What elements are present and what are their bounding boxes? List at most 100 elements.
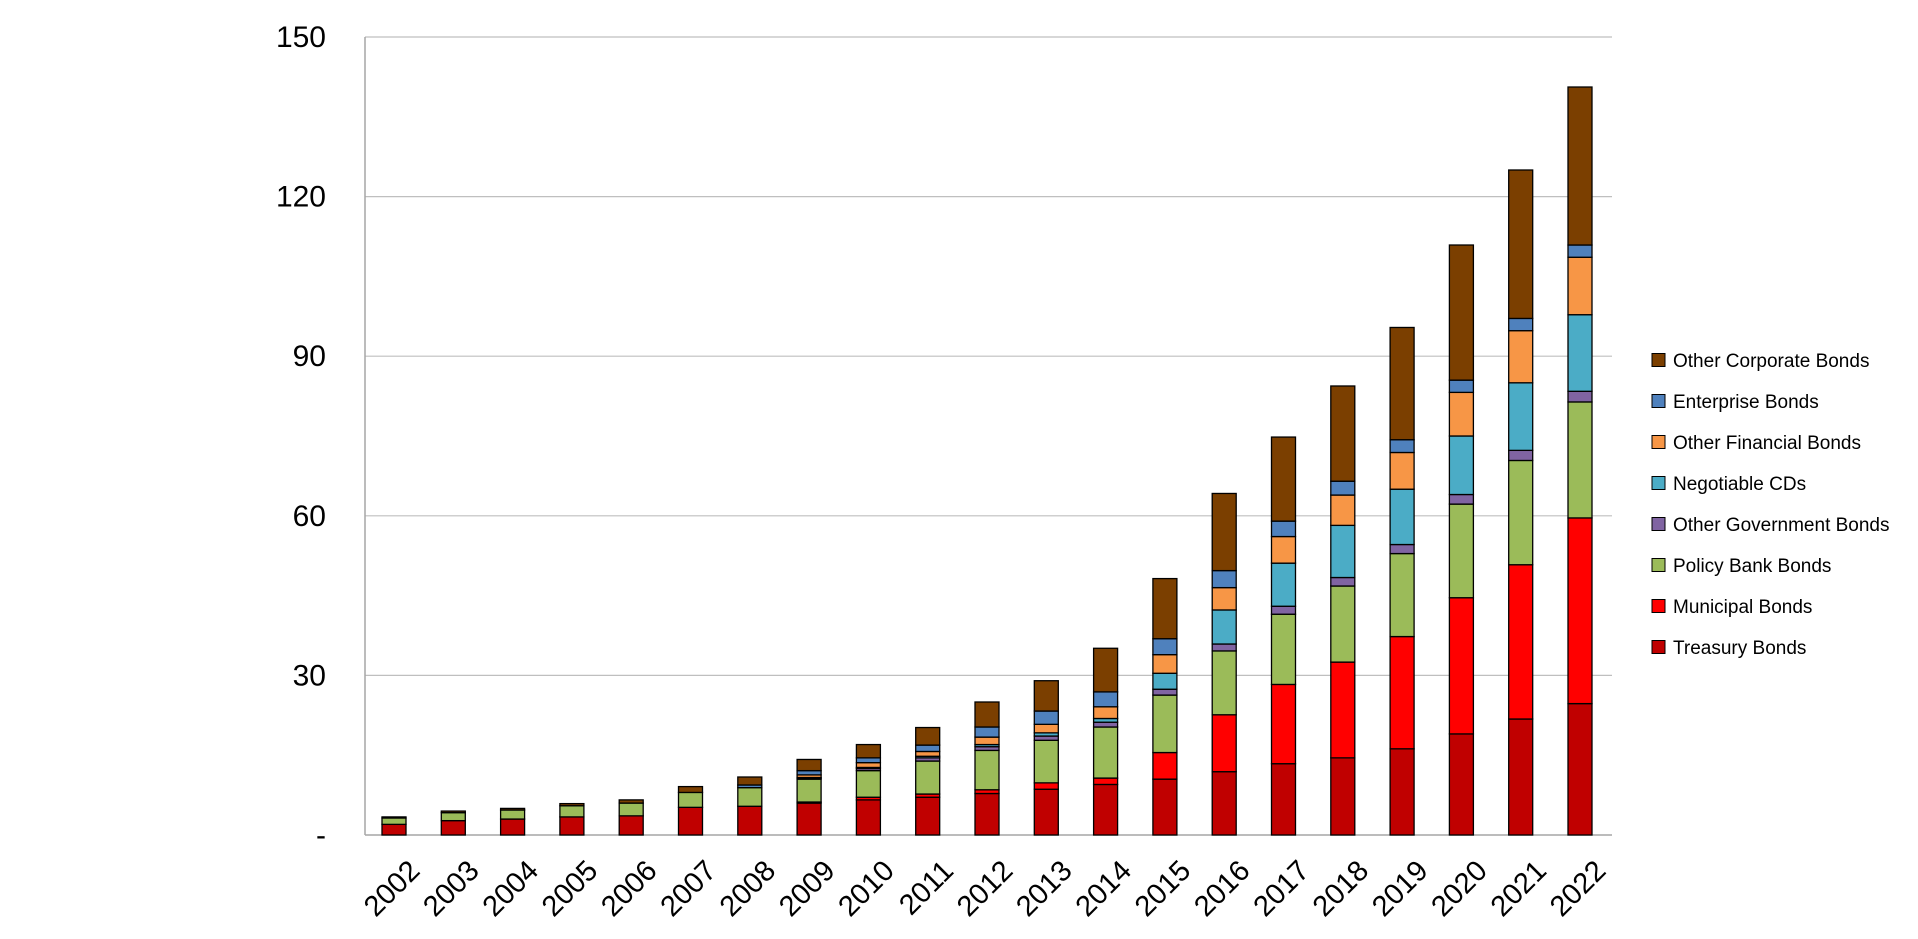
legend-item: Negotiable CDs xyxy=(1651,474,1806,495)
bar-segment xyxy=(499,809,526,820)
bar-segment xyxy=(559,805,585,818)
x-tick-label: 2021 xyxy=(1485,855,1553,923)
x-tick-label: 2020 xyxy=(1425,855,1493,923)
bar-segment xyxy=(1330,480,1356,496)
x-tick-label: 2002 xyxy=(358,855,426,923)
bar-segment xyxy=(915,750,941,757)
bar-segment xyxy=(1211,771,1237,836)
bar-segment xyxy=(1211,643,1237,652)
bar-segment xyxy=(1211,714,1237,773)
bar-segment xyxy=(677,806,704,836)
legend-item: Municipal Bonds xyxy=(1651,597,1812,618)
bar-segment xyxy=(796,758,822,772)
bar-segment xyxy=(1389,451,1415,490)
y-tick-label: 60 xyxy=(293,500,326,533)
bar-segment xyxy=(974,701,1000,728)
legend-swatch xyxy=(1651,558,1666,572)
bar-segment xyxy=(1270,520,1297,538)
x-tick-label: 2009 xyxy=(773,855,841,923)
bar-segment xyxy=(1448,244,1475,381)
bar-segment xyxy=(915,744,941,753)
bar-segment xyxy=(1033,723,1059,734)
legend-item: Policy Bank Bonds xyxy=(1651,556,1831,577)
bar-segment xyxy=(1567,702,1593,836)
bar-segment xyxy=(737,805,763,836)
x-tick-label: 2022 xyxy=(1544,855,1612,923)
y-tick-labels: - 30 60 90 120 150 xyxy=(276,21,326,852)
bar-segment xyxy=(1389,748,1415,836)
bar-segment xyxy=(1508,169,1534,320)
bar-segment xyxy=(1448,379,1475,394)
legend-swatch xyxy=(1651,435,1666,449)
bar-segment xyxy=(1567,256,1593,316)
bar-segment xyxy=(440,810,466,814)
bar-segment xyxy=(1092,647,1119,693)
y-tick-label: 90 xyxy=(293,340,326,373)
bar-segment xyxy=(855,799,882,836)
bar-segment xyxy=(1270,605,1297,615)
bar-segment xyxy=(1092,691,1119,708)
legend-swatch xyxy=(1651,599,1666,613)
legend-swatch xyxy=(1651,394,1666,408)
bar-segment xyxy=(1270,683,1297,765)
x-tick-label: 2017 xyxy=(1248,855,1316,923)
bar-segment xyxy=(1389,543,1415,555)
x-tick-label: 2016 xyxy=(1188,855,1256,923)
bars xyxy=(381,86,1593,836)
bar-segment xyxy=(855,757,882,764)
bar-segment xyxy=(1448,493,1475,505)
bar-segment xyxy=(1270,535,1297,564)
bar-segment xyxy=(1567,244,1593,258)
bar-segment xyxy=(796,778,822,803)
legend-item: Enterprise Bonds xyxy=(1651,392,1819,413)
legend-swatch xyxy=(1651,640,1666,654)
bar-segment xyxy=(559,816,585,836)
bar-segment xyxy=(1330,385,1356,482)
bar-segment xyxy=(1270,436,1297,522)
bar-segment xyxy=(1152,694,1178,754)
bar-segment xyxy=(1152,688,1178,696)
legend-label: Negotiable CDs xyxy=(1673,474,1806,495)
legend: Other Corporate Bonds Enterprise Bonds Oth… xyxy=(1651,351,1890,659)
bar-segment xyxy=(1508,718,1534,836)
bar-segment xyxy=(1152,577,1178,640)
bar-segment xyxy=(1211,586,1237,611)
bar-segment xyxy=(1092,783,1119,836)
bar-segment xyxy=(1508,317,1534,332)
bar-segment xyxy=(1389,488,1415,546)
bar-segment xyxy=(1448,503,1475,599)
bar-segment xyxy=(1152,638,1178,656)
bar-segment xyxy=(737,787,763,807)
bar-segment xyxy=(381,817,407,826)
x-tick-label: 2013 xyxy=(1010,855,1078,923)
legend-swatch xyxy=(1651,517,1666,531)
legend-item: Other Corporate Bonds xyxy=(1651,351,1869,372)
bar-segment xyxy=(1033,680,1059,712)
bar-segment xyxy=(1152,751,1178,780)
bar-segment xyxy=(1389,439,1415,454)
bar-segment xyxy=(677,791,704,808)
legend-label: Policy Bank Bonds xyxy=(1673,556,1831,577)
bar-segment xyxy=(1508,449,1534,462)
bar-segment xyxy=(855,762,882,769)
x-tick-label: 2005 xyxy=(536,855,604,923)
bar-segment xyxy=(1211,492,1237,572)
y-tick-label: - xyxy=(316,819,326,852)
bar-segment xyxy=(1330,494,1356,527)
bar-segment xyxy=(1152,654,1178,674)
bar-segment xyxy=(1448,597,1475,735)
legend-label: Other Financial Bonds xyxy=(1673,433,1861,454)
legend-item: Other Government Bonds xyxy=(1651,515,1890,536)
bar-segment xyxy=(559,802,585,807)
bar-segment xyxy=(1330,585,1356,663)
bar-segment xyxy=(499,807,526,811)
legend-item: Treasury Bonds xyxy=(1651,638,1806,659)
x-tick-label: 2007 xyxy=(655,855,723,923)
bar-segment xyxy=(1330,576,1356,587)
gridlines xyxy=(365,36,1612,677)
legend-item: Other Financial Bonds xyxy=(1651,433,1861,454)
bar-segment xyxy=(974,726,1000,738)
bar-segment xyxy=(677,785,704,794)
